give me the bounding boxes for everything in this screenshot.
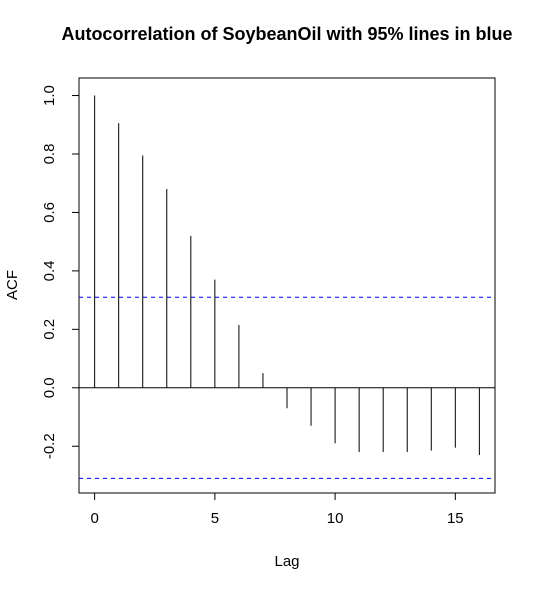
confidence-lines xyxy=(79,296,495,479)
y-tick-label: -0.2 xyxy=(41,433,58,459)
x-tick-label: 0 xyxy=(90,510,98,527)
x-axis-label: Lag xyxy=(274,553,299,570)
y-tick-label: 0.0 xyxy=(41,377,58,398)
y-axis-label: ACF xyxy=(4,270,21,300)
acf-bars xyxy=(94,95,480,456)
x-axis: 0 5 10 15 xyxy=(90,492,464,527)
chart-title: Autocorrelation of SoybeanOil with 95% l… xyxy=(61,24,512,44)
y-tick-label: 0.8 xyxy=(41,144,58,165)
y-tick-label: 0.4 xyxy=(41,260,58,281)
x-tick-label: 15 xyxy=(447,510,464,527)
y-tick-label: 0.2 xyxy=(41,319,58,340)
y-tick-label: 1.0 xyxy=(41,85,58,106)
x-tick-label: 5 xyxy=(211,510,219,527)
y-axis: -0.2 0.0 0.2 0.4 0.6 0.8 1.0 xyxy=(41,85,80,459)
y-tick-label: 0.6 xyxy=(41,202,58,223)
plot-frame xyxy=(78,77,496,494)
x-tick-label: 10 xyxy=(327,510,344,527)
